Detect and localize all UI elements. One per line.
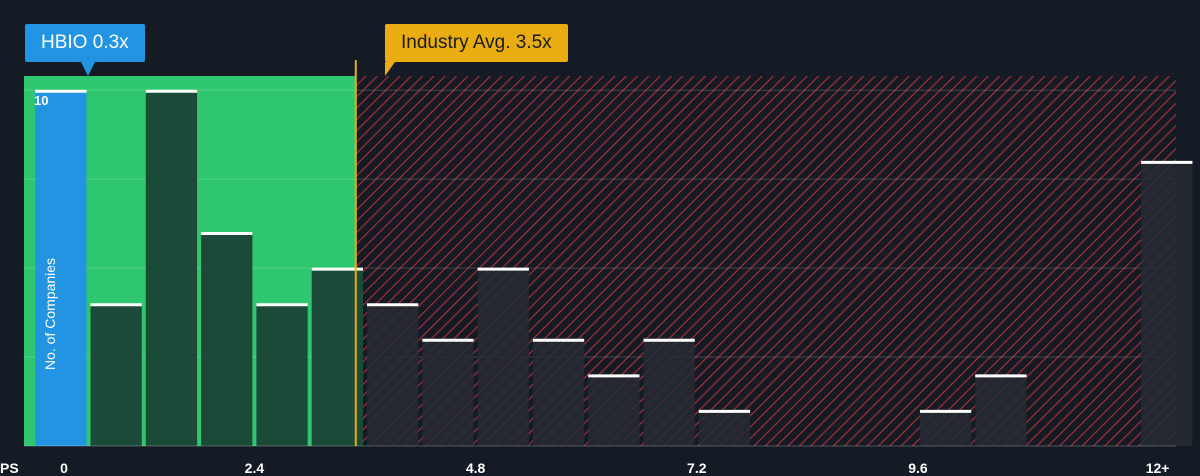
histogram-bar [366, 303, 419, 446]
histogram-bar [145, 90, 198, 446]
histogram-bar [422, 339, 474, 446]
histogram-bar [532, 339, 585, 446]
x-tick-label: 7.2 [687, 460, 707, 476]
y-axis-label: No. of Companies [42, 257, 58, 370]
company-callout: HBIO 0.3x [25, 24, 145, 76]
x-tick-label: 0 [60, 460, 68, 476]
histogram-bar [588, 374, 640, 446]
histogram-bar [256, 303, 308, 446]
x-axis-label: PS [0, 460, 19, 476]
histogram-bar [311, 268, 363, 446]
x-tick-label: 4.8 [465, 460, 486, 476]
histogram-bar [698, 410, 751, 446]
x-tick-label: 9.6 [908, 460, 928, 476]
histogram-bar [1141, 161, 1193, 446]
histogram-bar [477, 268, 529, 446]
histogram-bar [919, 410, 972, 446]
x-tick-label: 12+ [1145, 460, 1170, 476]
histogram-bar [201, 232, 253, 446]
x-tick-label: 2.4 [244, 460, 265, 476]
histogram-bar [643, 339, 695, 446]
histogram-bar [975, 374, 1027, 446]
histogram-bar [90, 303, 142, 446]
histogram-bar [35, 90, 87, 446]
industry-avg-callout: Industry Avg. 3.5x [385, 24, 568, 76]
y-tick-label: 10 [34, 93, 49, 108]
